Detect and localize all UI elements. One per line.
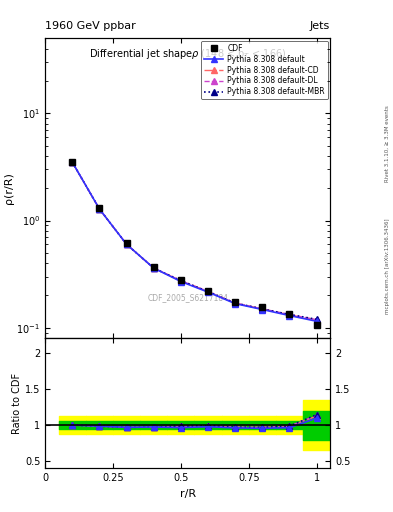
Pythia 8.308 default-DL [97, 206, 102, 212]
Pythia 8.308 default-MBR [206, 288, 210, 294]
Pythia 8.308 default-MBR [314, 316, 319, 323]
Text: Differential jet shape$\rho$ (148 < p$_T$ < 166): Differential jet shape$\rho$ (148 < p$_T… [89, 48, 286, 61]
Text: 1960 GeV ppbar: 1960 GeV ppbar [45, 20, 136, 31]
Line: Pythia 8.308 default: Pythia 8.308 default [70, 159, 320, 324]
Pythia 8.308 default-DL [287, 311, 292, 317]
CDF [206, 288, 210, 294]
Pythia 8.308 default [97, 206, 102, 212]
Pythia 8.308 default-CD [151, 265, 156, 271]
Pythia 8.308 default-DL [233, 300, 237, 306]
Text: mcplots.cern.ch [arXiv:1306.3436]: mcplots.cern.ch [arXiv:1306.3436] [385, 219, 389, 314]
Pythia 8.308 default [151, 265, 156, 271]
Pythia 8.308 default-CD [124, 241, 129, 247]
Text: Rivet 3.1.10, ≥ 3.3M events: Rivet 3.1.10, ≥ 3.3M events [385, 105, 389, 182]
Pythia 8.308 default-CD [97, 206, 102, 212]
CDF [124, 240, 129, 246]
CDF [97, 205, 102, 211]
Pythia 8.308 default-DL [124, 241, 129, 247]
Pythia 8.308 default-CD [70, 159, 75, 165]
Pythia 8.308 default-CD [206, 288, 210, 294]
Pythia 8.308 default [206, 289, 210, 295]
CDF [178, 277, 183, 283]
Legend: CDF, Pythia 8.308 default, Pythia 8.308 default-CD, Pythia 8.308 default-DL, Pyt: CDF, Pythia 8.308 default, Pythia 8.308 … [201, 40, 328, 99]
Pythia 8.308 default-MBR [233, 300, 237, 306]
Pythia 8.308 default-CD [178, 278, 183, 284]
Text: Jets: Jets [310, 20, 330, 31]
Pythia 8.308 default-CD [233, 300, 237, 306]
Pythia 8.308 default-DL [260, 306, 264, 312]
Y-axis label: ρ(r/R): ρ(r/R) [4, 173, 14, 204]
Pythia 8.308 default-CD [287, 312, 292, 318]
Pythia 8.308 default-MBR [287, 311, 292, 317]
Line: Pythia 8.308 default-DL: Pythia 8.308 default-DL [70, 159, 320, 323]
Pythia 8.308 default-MBR [151, 265, 156, 271]
Y-axis label: Ratio to CDF: Ratio to CDF [12, 373, 22, 434]
Pythia 8.308 default-CD [314, 317, 319, 323]
Pythia 8.308 default [314, 318, 319, 324]
CDF [233, 298, 237, 305]
Pythia 8.308 default [178, 279, 183, 285]
Pythia 8.308 default-DL [314, 316, 319, 323]
CDF [151, 264, 156, 270]
CDF [287, 311, 292, 317]
Pythia 8.308 default-MBR [124, 241, 129, 247]
Pythia 8.308 default-DL [151, 265, 156, 271]
CDF [260, 304, 264, 310]
Pythia 8.308 default [124, 241, 129, 247]
Text: CDF_2005_S6217184: CDF_2005_S6217184 [147, 293, 228, 302]
Pythia 8.308 default-MBR [260, 306, 264, 312]
Line: CDF: CDF [69, 159, 320, 329]
X-axis label: r/R: r/R [180, 489, 196, 499]
Line: Pythia 8.308 default-CD: Pythia 8.308 default-CD [70, 159, 320, 323]
CDF [70, 159, 75, 165]
Pythia 8.308 default-MBR [97, 206, 102, 212]
Pythia 8.308 default-DL [178, 278, 183, 284]
CDF [314, 323, 319, 329]
Pythia 8.308 default-DL [70, 159, 75, 165]
Pythia 8.308 default-MBR [70, 159, 75, 165]
Pythia 8.308 default [233, 301, 237, 307]
Line: Pythia 8.308 default-MBR: Pythia 8.308 default-MBR [70, 159, 320, 322]
Pythia 8.308 default-MBR [178, 278, 183, 284]
Pythia 8.308 default [260, 307, 264, 313]
Pythia 8.308 default [70, 159, 75, 165]
Pythia 8.308 default [287, 312, 292, 318]
Pythia 8.308 default-DL [206, 288, 210, 294]
Pythia 8.308 default-CD [260, 306, 264, 312]
